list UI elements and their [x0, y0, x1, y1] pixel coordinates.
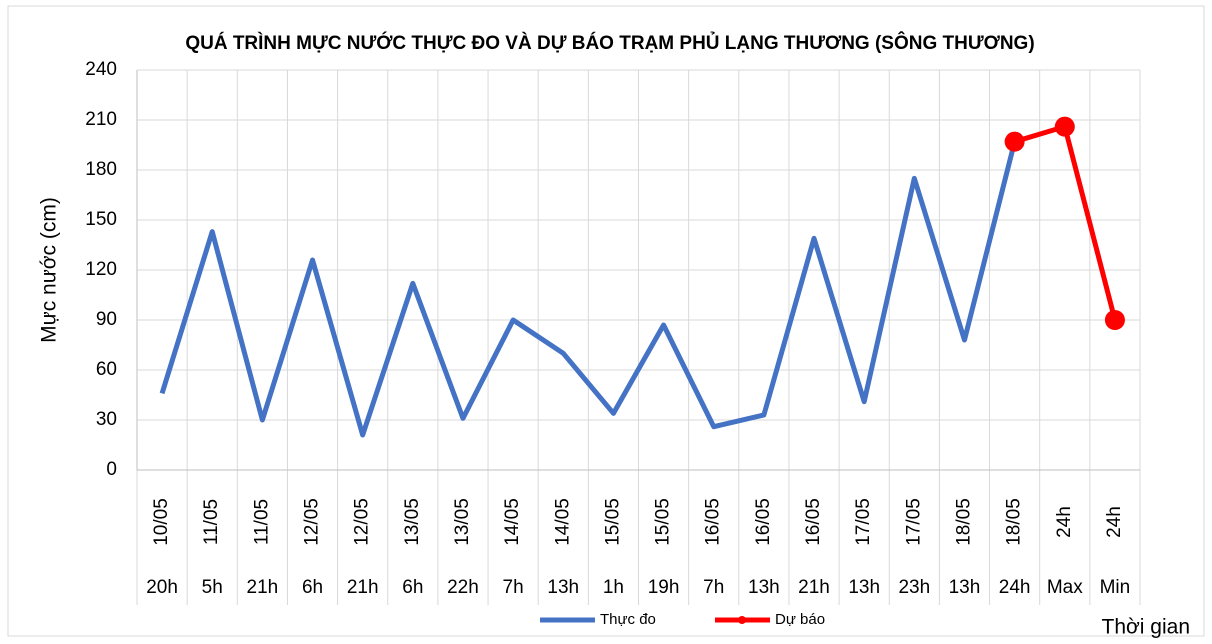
x-tick-label-group: 16/05 — [703, 498, 724, 546]
y-tick-label: 120 — [85, 259, 117, 280]
x-tick-label: 22h — [447, 577, 479, 598]
x-tick-label: Max — [1047, 577, 1083, 598]
x-tick-label: 13h — [949, 577, 981, 598]
x-tick-label: 13h — [547, 577, 579, 598]
point — [1004, 131, 1025, 152]
x-tick-label: 6h — [302, 577, 323, 598]
x-tick-label: 21h — [798, 577, 830, 598]
x-tick-label: Min — [1100, 577, 1131, 598]
legend-label: Thực đo — [600, 611, 656, 628]
x-tick-label: 13h — [848, 577, 880, 598]
x-tick-label: 24h — [999, 577, 1031, 598]
x-tick-label-group: 24h — [1054, 506, 1075, 538]
x-tick-label-group: 14/05 — [502, 498, 523, 546]
x-tick-label-group: 10/05 — [151, 498, 172, 546]
point — [1104, 310, 1125, 330]
y-tick-label: 240 — [85, 59, 117, 80]
y-tick-label: 150 — [85, 209, 117, 230]
chart-title: QUÁ TRÌNH MỰC NƯỚC THỰC ĐO VÀ DỰ BÁO TRẠ… — [185, 32, 1034, 54]
x-tick-label: 7h — [703, 577, 724, 598]
x-tick-label-group: 12/05 — [302, 498, 323, 546]
x-tick-label-group: 15/05 — [602, 498, 623, 546]
y-tick-label: 60 — [96, 359, 117, 380]
x-tick-label: 20h — [146, 577, 178, 598]
y-tick-label: 30 — [96, 409, 117, 430]
chart-frame — [7, 5, 1205, 637]
x-tick-label: 13h — [748, 577, 780, 598]
y-tick-label: 0 — [106, 459, 117, 480]
x-tick-label: 19h — [648, 577, 680, 598]
x-tick-label-group: 24h — [1104, 506, 1125, 538]
x-tick-label-group: 18/05 — [1004, 498, 1025, 546]
x-tick-label-group: 12/05 — [352, 498, 373, 546]
x-tick-label-group: 18/05 — [953, 498, 974, 546]
point — [1054, 116, 1075, 137]
x-tick-label-group: 15/05 — [653, 498, 674, 546]
x-tick-label-group: 16/05 — [803, 498, 824, 546]
series-line — [159, 141, 1018, 438]
x-axis-label: Thời gian — [1102, 616, 1190, 639]
y-tick-label: 210 — [85, 109, 117, 130]
x-tick-label-group: 13/05 — [402, 498, 423, 546]
y-axis-label: Mực nước (cm) — [38, 197, 61, 343]
x-tick-label: 23h — [898, 577, 930, 598]
x-tick-label-group: 16/05 — [753, 498, 774, 546]
x-tick-label-group: 11/05 — [201, 499, 222, 545]
x-tick-label: 21h — [347, 577, 379, 598]
y-tick-label: 180 — [85, 159, 117, 180]
x-tick-label: 6h — [402, 577, 423, 598]
legend-marker — [738, 616, 746, 624]
x-tick-label: 5h — [202, 577, 223, 598]
x-tick-label: 7h — [503, 577, 524, 598]
x-tick-label-group: 13/05 — [452, 498, 473, 546]
x-tick-label: 21h — [247, 577, 279, 598]
x-tick-label-group: 11/05 — [251, 499, 272, 545]
x-tick-label-group: 17/05 — [903, 498, 924, 546]
x-tick-label-group: 14/05 — [552, 498, 573, 546]
x-tick-label: 1h — [603, 577, 624, 598]
legend-label: Dự báo — [775, 611, 825, 628]
x-tick-label-group: 17/05 — [853, 498, 874, 546]
y-tick-label: 90 — [96, 309, 117, 330]
